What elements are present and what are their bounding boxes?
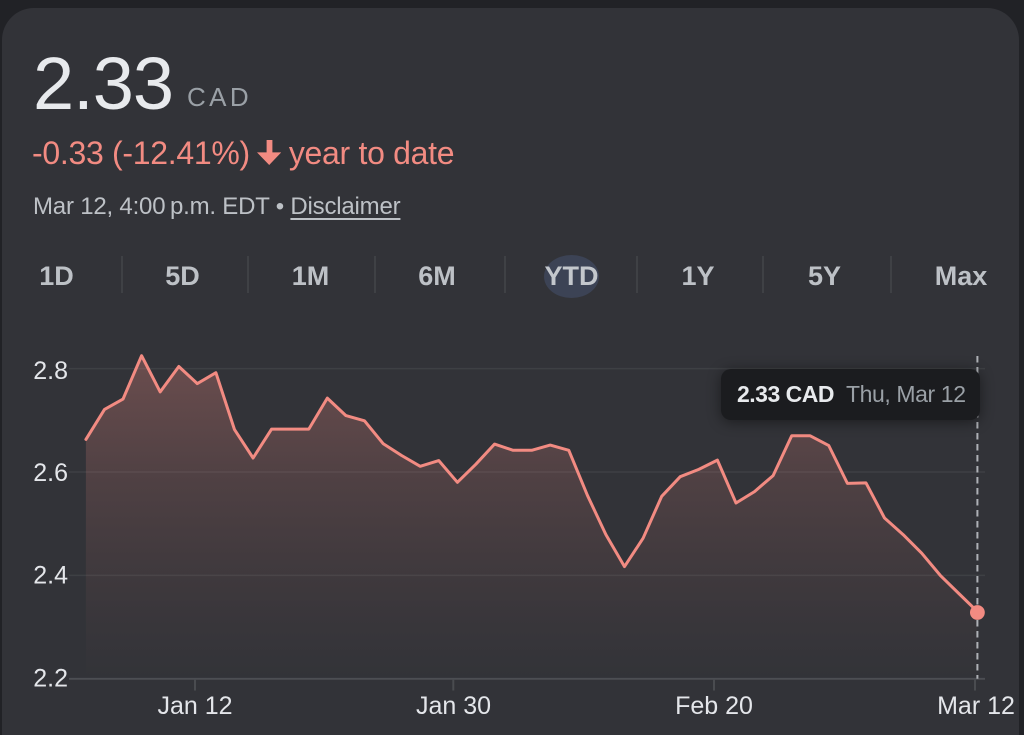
svg-text:Jan 30: Jan 30 [416, 692, 491, 720]
svg-text:Jan 12: Jan 12 [157, 692, 232, 720]
svg-text:Feb 20: Feb 20 [675, 692, 753, 720]
svg-text:Mar 12: Mar 12 [937, 692, 1015, 720]
svg-text:2.4: 2.4 [33, 562, 68, 590]
svg-text:2.8: 2.8 [33, 357, 68, 385]
svg-text:2.6: 2.6 [33, 459, 68, 487]
svg-text:2.2: 2.2 [33, 664, 68, 692]
